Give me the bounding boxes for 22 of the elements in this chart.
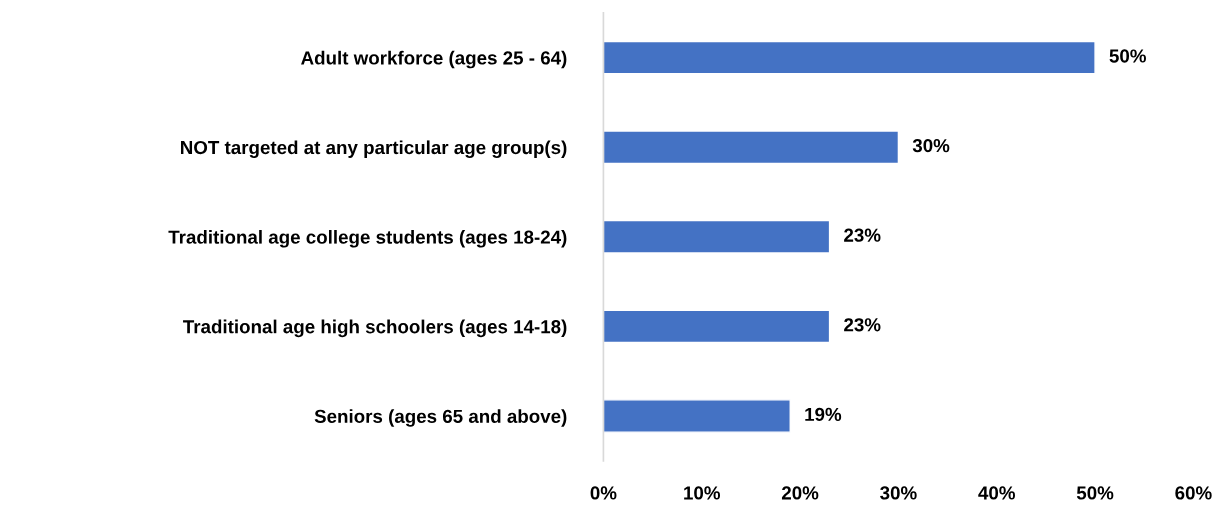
bar: [603, 399, 791, 433]
y-tick-label: Traditional age high schoolers (ages 14-18): [183, 319, 567, 338]
data-label: 50%: [1109, 49, 1146, 63]
y-tick-label: Seniors (ages 65 and above): [314, 409, 567, 427]
bar: [603, 219, 831, 254]
x-tick-label: 20%: [781, 486, 819, 500]
x-tick-label: 30%: [880, 486, 917, 500]
x-tick-label: 60%: [1175, 486, 1212, 500]
y-tick-label: NOT targeted at any particular age group(s): [181, 140, 567, 158]
x-tick-label: 40%: [978, 486, 1016, 500]
bar: [603, 130, 900, 165]
x-tick-label: 10%: [684, 486, 721, 500]
x-tick-label: 0%: [590, 486, 617, 500]
y-tick-label: Traditional age college students (ages 18-24): [168, 230, 567, 248]
x-tick-label: 50%: [1076, 486, 1114, 500]
bar: [603, 309, 831, 344]
y-tick-label: Adult workforce (ages 25 - 64): [301, 50, 567, 69]
data-label: 23%: [844, 228, 881, 242]
data-label: 23%: [844, 318, 881, 332]
data-label: 19%: [805, 407, 842, 422]
bar: [603, 40, 1096, 75]
data-label: 30%: [912, 138, 950, 153]
